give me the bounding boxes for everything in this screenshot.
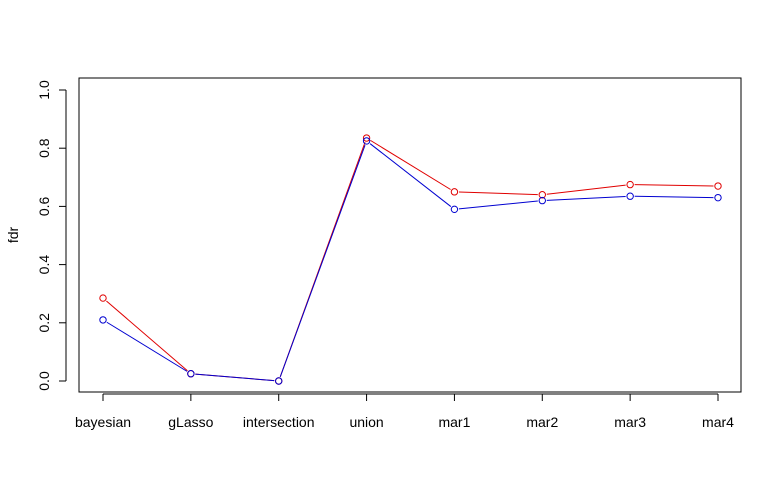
y-tick-label: 0.8	[36, 138, 52, 158]
series-1-segment	[634, 195, 714, 199]
series-0	[99, 134, 722, 385]
series-0-point	[714, 182, 722, 190]
series-1-point	[714, 193, 722, 202]
series-1-point	[362, 137, 371, 145]
series-0-segment	[370, 139, 451, 190]
series-0-segment	[634, 184, 714, 187]
series-1-point	[187, 370, 195, 378]
series-0-point	[538, 191, 546, 199]
series-1-segment	[369, 143, 452, 207]
series-0-point	[362, 134, 371, 142]
y-tick-label: 1.0	[36, 80, 52, 100]
series-0-segment	[546, 184, 626, 195]
x-tick-label: mar2	[526, 414, 558, 430]
series-0-point	[626, 180, 634, 189]
series-1-segment	[458, 200, 538, 210]
x-tick-label: mar1	[438, 414, 470, 430]
x-tick-label: mar4	[702, 414, 734, 430]
y-tick-label: 0.4	[36, 255, 52, 275]
x-tick-label: bayesian	[75, 414, 131, 430]
y-axis: 0.0 0.2 0.4 0.6 0.8 1.0	[36, 80, 67, 391]
series-1-point	[450, 205, 459, 214]
series-1-segment	[195, 373, 275, 382]
series-0-segment	[458, 191, 538, 196]
series-1-segment	[106, 321, 188, 372]
series-1-point	[99, 316, 107, 324]
x-tick-label: intersection	[243, 414, 315, 430]
series-1-point	[626, 192, 634, 200]
y-tick-label: 0.0	[36, 371, 52, 391]
x-tick-label: mar3	[614, 414, 646, 430]
series-1	[99, 137, 722, 385]
x-axis: bayesian gLasso intersection union mar1 mar2 m…	[75, 393, 734, 430]
y-tick-label: 0.2	[36, 313, 52, 333]
series-1-segment	[546, 195, 626, 201]
plot-frame	[78, 77, 742, 393]
series-0-segment	[106, 300, 188, 372]
y-tick-label: 0.6	[36, 196, 52, 216]
series-layer	[99, 134, 722, 385]
series-0-point	[99, 294, 107, 302]
series-1-point	[538, 196, 546, 205]
series-0-point	[450, 188, 459, 196]
x-tick-label: union	[349, 414, 383, 430]
series-1-point	[275, 377, 283, 385]
series-1-segment	[279, 144, 366, 377]
x-tick-label: gLasso	[168, 414, 213, 430]
y-axis-title: fdr	[5, 226, 21, 243]
